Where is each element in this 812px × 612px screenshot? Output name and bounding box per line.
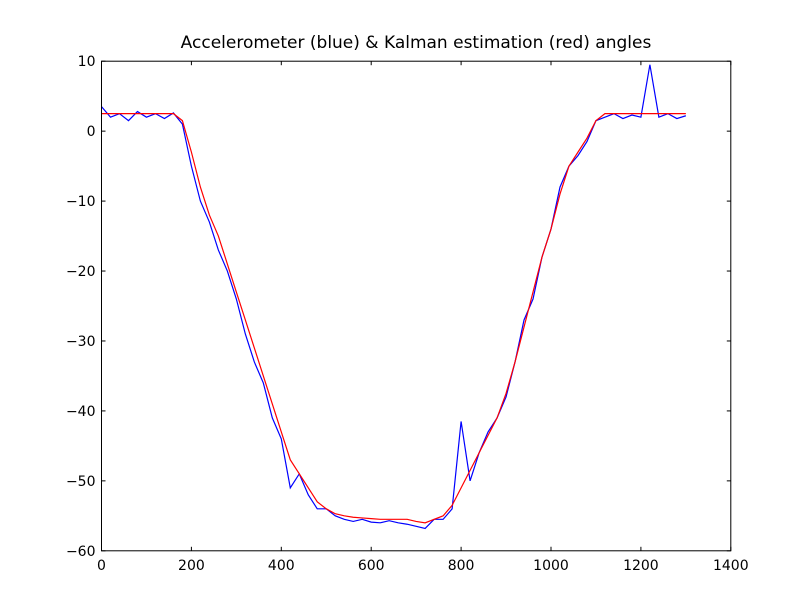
x-tick-label: 200 <box>178 558 205 574</box>
x-tick-label: 1400 <box>713 558 749 574</box>
x-tick-label: 400 <box>268 558 295 574</box>
y-tick-label: −30 <box>66 334 96 350</box>
x-tick-label: 1000 <box>533 558 569 574</box>
y-tick-label: −50 <box>66 474 96 490</box>
y-tick-label: 0 <box>87 124 96 140</box>
y-tick-label: 10 <box>78 54 96 70</box>
chart-title: Accelerometer (blue) & Kalman estimation… <box>181 33 652 53</box>
x-tick-label: 1200 <box>623 558 659 574</box>
x-tick-label: 600 <box>358 558 385 574</box>
y-tick-label: −10 <box>66 194 96 210</box>
plot-frame <box>101 60 732 552</box>
x-tick-label: 800 <box>448 558 475 574</box>
data-line <box>101 64 687 530</box>
y-tick-label: −60 <box>66 544 96 560</box>
y-tick-label: −20 <box>66 264 96 280</box>
x-tick-label: 0 <box>97 558 106 574</box>
data-line <box>101 113 686 524</box>
y-tick-label: −40 <box>66 404 96 420</box>
